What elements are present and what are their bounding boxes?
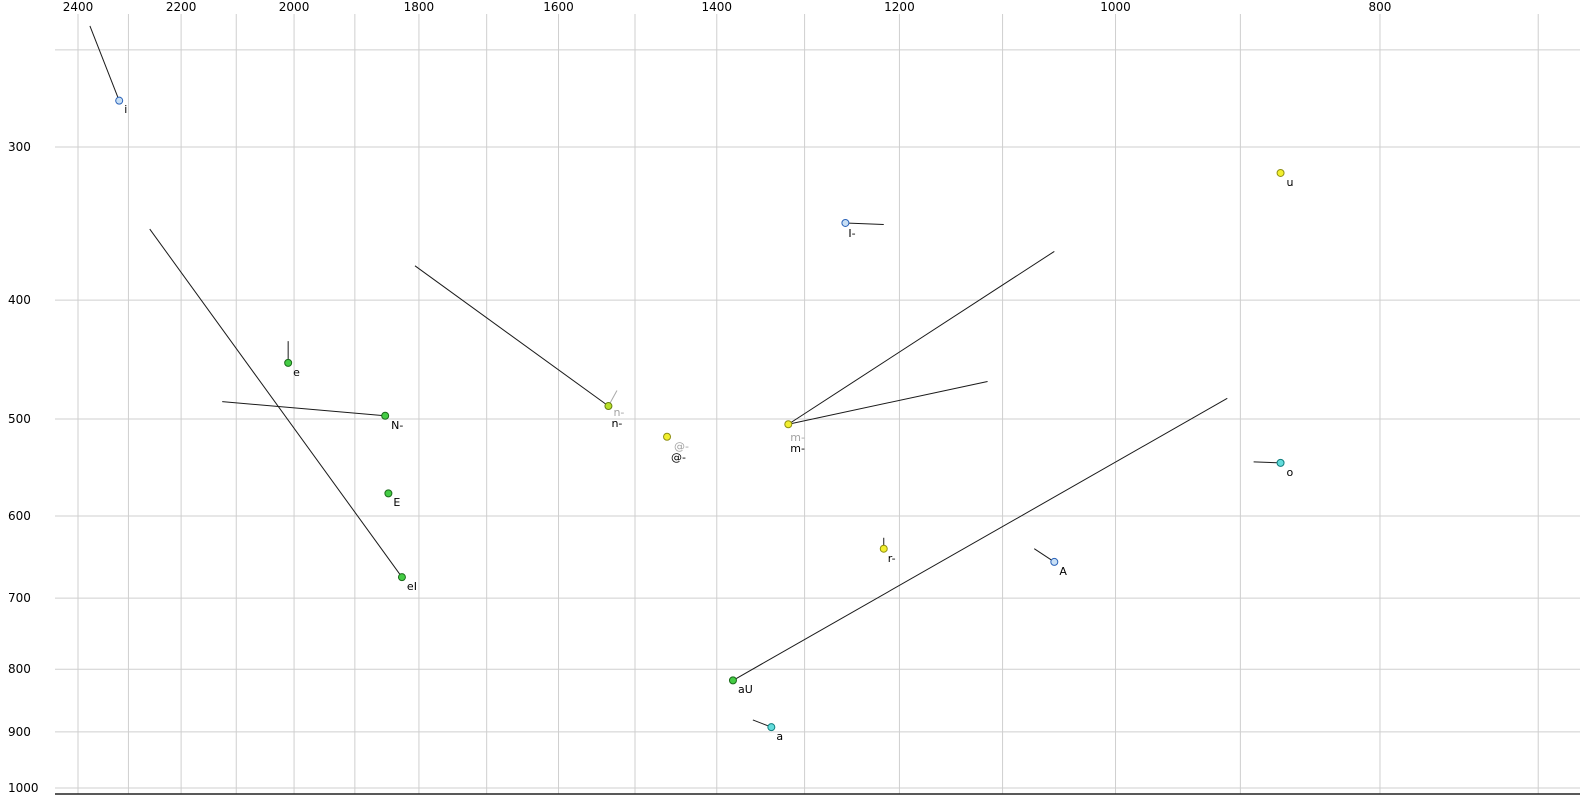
x-tick-label: 2000: [276, 0, 312, 14]
y-tick-label: 1000: [8, 780, 39, 795]
data-point-E[interactable]: [384, 489, 393, 498]
y-tick-label: 300: [8, 140, 31, 154]
connector-line-i: [89, 25, 120, 101]
data-point-N-[interactable]: [381, 411, 390, 420]
point-label-I-: I-: [848, 226, 856, 240]
connector-line-eI: [149, 228, 403, 578]
x-tick-label: 1000: [1098, 0, 1133, 14]
point-label-m-: m-: [790, 431, 805, 445]
x-tick-label: 2400: [60, 0, 96, 14]
point-label-u: u: [1286, 175, 1294, 189]
point-label-E: E: [393, 496, 401, 510]
x-tick-label: 800: [1366, 0, 1394, 14]
x-tick-label: 1600: [541, 0, 576, 14]
data-point-i[interactable]: [115, 96, 124, 105]
x-tick-label: 1400: [699, 0, 735, 14]
connector-line-n-: [414, 265, 609, 407]
point-label-eI: eI: [406, 580, 417, 594]
data-point-A[interactable]: [1050, 557, 1059, 566]
point-label-r-: r-: [887, 551, 896, 565]
point-label-A: A: [1059, 564, 1067, 578]
connector-line-N-: [222, 401, 386, 417]
point-label-@-: @-: [674, 439, 690, 453]
connector-line-m-: [788, 250, 1055, 425]
y-tick-label: 700: [8, 591, 31, 606]
data-point-eI[interactable]: [397, 573, 406, 582]
data-point-o[interactable]: [1276, 458, 1285, 467]
data-point-a[interactable]: [767, 723, 776, 732]
point-label-a: a: [776, 730, 784, 744]
connector-line-I-: [845, 222, 884, 225]
y-tick-label: 400: [8, 293, 31, 308]
connector-line-o: [1253, 461, 1281, 464]
point-label-N-: N-: [391, 418, 404, 432]
y-tick-label: 500: [8, 411, 31, 426]
data-point-u[interactable]: [1276, 168, 1285, 177]
x-tick-label: 1200: [882, 0, 917, 14]
point-label-n-: n-: [611, 417, 623, 431]
data-point-m-[interactable]: [784, 420, 793, 429]
y-tick-label: 600: [8, 509, 31, 524]
y-tick-label: 900: [8, 724, 31, 739]
point-label-i: i: [124, 102, 128, 116]
point-label-@-: @-: [671, 450, 687, 464]
point-label-o: o: [1286, 465, 1294, 479]
connector-line-m-: [788, 380, 988, 425]
data-point-I-[interactable]: [841, 218, 850, 227]
connector-line-A: [1033, 548, 1055, 563]
point-label-n-: n-: [613, 406, 625, 420]
data-point-n-[interactable]: [604, 402, 613, 411]
x-tick-label: 1800: [401, 0, 437, 14]
point-label-e: e: [293, 365, 300, 379]
y-tick-label: 800: [8, 662, 31, 677]
data-point-@-[interactable]: [663, 432, 672, 441]
data-point-aU[interactable]: [728, 676, 737, 685]
point-label-aU: aU: [737, 683, 753, 697]
point-label-m-: m-: [790, 442, 805, 456]
x-tick-label: 2200: [163, 0, 199, 14]
data-point-r-[interactable]: [879, 544, 888, 553]
data-point-e[interactable]: [284, 358, 293, 367]
connector-line-aU: [732, 397, 1228, 681]
